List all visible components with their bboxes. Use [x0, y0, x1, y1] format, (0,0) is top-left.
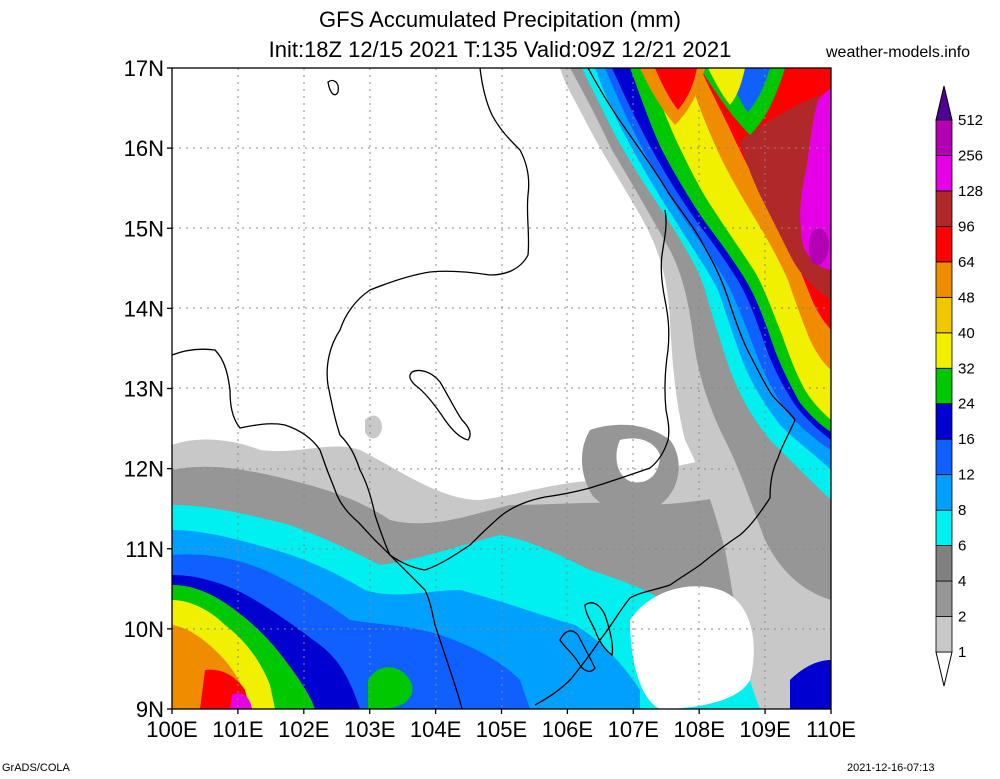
mekong-delta-arm: [584, 602, 614, 657]
gulf-coast-west: [319, 449, 463, 709]
precip-area-north-red: [655, 68, 697, 110]
border-west: [172, 348, 321, 451]
coastlines-borders: [172, 68, 796, 709]
legend-color-box: [935, 474, 953, 511]
legend-level-label: 48: [958, 289, 975, 306]
legend-level-label: 6: [958, 538, 966, 555]
legend-color-box: [935, 190, 953, 227]
legend-level-label: 12: [958, 467, 975, 484]
footer-timestamp: 2021-12-16-07:13: [847, 762, 935, 774]
precip-area-ne-purple: [809, 228, 829, 266]
x-tick-label: 103E: [344, 717, 395, 742]
coastline-east: [587, 68, 796, 421]
x-tick-label: 100E: [146, 717, 197, 742]
legend-level-label: 256: [958, 147, 983, 164]
legend-color-box: [935, 403, 953, 440]
legend-level-label: 40: [958, 325, 975, 342]
precip-area-green-blob: [368, 667, 413, 709]
y-tick-label: 11N: [125, 537, 164, 562]
legend-color-box: [935, 119, 953, 156]
x-tick-label: 106E: [542, 717, 593, 742]
y-tick-labels: 17N 16N 15N 14N 13N 12N 11N 10N 9N: [124, 56, 164, 722]
legend-color-box: [935, 155, 953, 192]
legend-level-label: 8: [958, 502, 966, 519]
legend-level-label: 4: [958, 573, 966, 590]
tick-marks: [167, 67, 832, 714]
x-tick-label: 108E: [674, 717, 725, 742]
legend-color-box: [935, 545, 953, 582]
y-tick-label: 13N: [124, 377, 164, 402]
legend-level-label: 512: [958, 112, 983, 129]
legend-color-box: [935, 616, 953, 653]
legend-color-box: [935, 296, 953, 334]
legend-level-label: 32: [958, 360, 975, 377]
coastline-vietnam-south: [534, 419, 796, 706]
y-tick-label: 17N: [124, 56, 164, 81]
x-tick-label: 109E: [739, 717, 790, 742]
small-island-west: [327, 79, 339, 96]
legend-color-box: [935, 225, 953, 263]
precip-area-se-blue: [790, 660, 831, 709]
legend-color-box: [935, 261, 953, 298]
legend-level-label: 24: [958, 396, 975, 413]
legend-color-box: [935, 580, 953, 617]
border-thailand-cambodia: [339, 434, 591, 571]
legend-color-box: [935, 367, 953, 405]
border-thailand-laos-north: [326, 68, 530, 436]
legend-max-triangle: [935, 85, 953, 121]
border-cambodia-laos: [589, 209, 670, 489]
legend-level-label: 16: [958, 431, 975, 448]
legend-level-label: 128: [958, 183, 983, 200]
precip-area-sw-magenta: [230, 693, 252, 709]
footer-software-label: GrADS/COLA: [2, 762, 70, 774]
legend-color-box: [935, 332, 953, 369]
precip-area-ne-magenta: [800, 88, 831, 270]
legend-level-label: 2: [958, 609, 966, 626]
x-tick-label: 101E: [212, 717, 263, 742]
map-title: GFS Accumulated Precipitation (mm): [319, 7, 681, 32]
legend-level-label: 64: [958, 254, 975, 271]
x-tick-label: 102E: [278, 717, 329, 742]
mekong-delta-islands: [559, 630, 596, 672]
legend-color-box: [935, 438, 953, 476]
tonle-sap-lake: [409, 369, 471, 441]
legend-level-label: 1: [958, 644, 966, 661]
x-tick-label: 110E: [806, 717, 856, 742]
x-tick-label: 105E: [476, 717, 527, 742]
y-tick-label: 12N: [124, 457, 164, 482]
y-tick-label: 10N: [124, 617, 164, 642]
precip-area-north-yellow: [708, 68, 745, 105]
x-tick-label: 107E: [608, 717, 659, 742]
precip-area-small-patch: [365, 415, 382, 439]
precip-area-se-clear: [630, 586, 754, 709]
x-tick-labels: 100E 101E 102E 103E 104E 105E 106E 107E 108E 109E…: [146, 717, 856, 742]
y-tick-label: 16N: [124, 136, 164, 161]
y-tick-label: 14N: [124, 296, 164, 321]
legend-level-label: 96: [958, 218, 975, 235]
map-subtitle: Init:18Z 12/15 2021 T:135 Valid:09Z 12/2…: [268, 37, 732, 62]
x-tick-label: 104E: [410, 717, 461, 742]
legend-min-triangle: [935, 651, 953, 687]
map-grid: [172, 68, 831, 709]
legend-color-box: [935, 509, 953, 546]
source-site-label: weather-models.info: [826, 44, 971, 61]
y-tick-label: 9N: [136, 697, 164, 722]
y-tick-label: 15N: [124, 216, 164, 241]
precip-area-inland-white-hole: [616, 438, 660, 483]
